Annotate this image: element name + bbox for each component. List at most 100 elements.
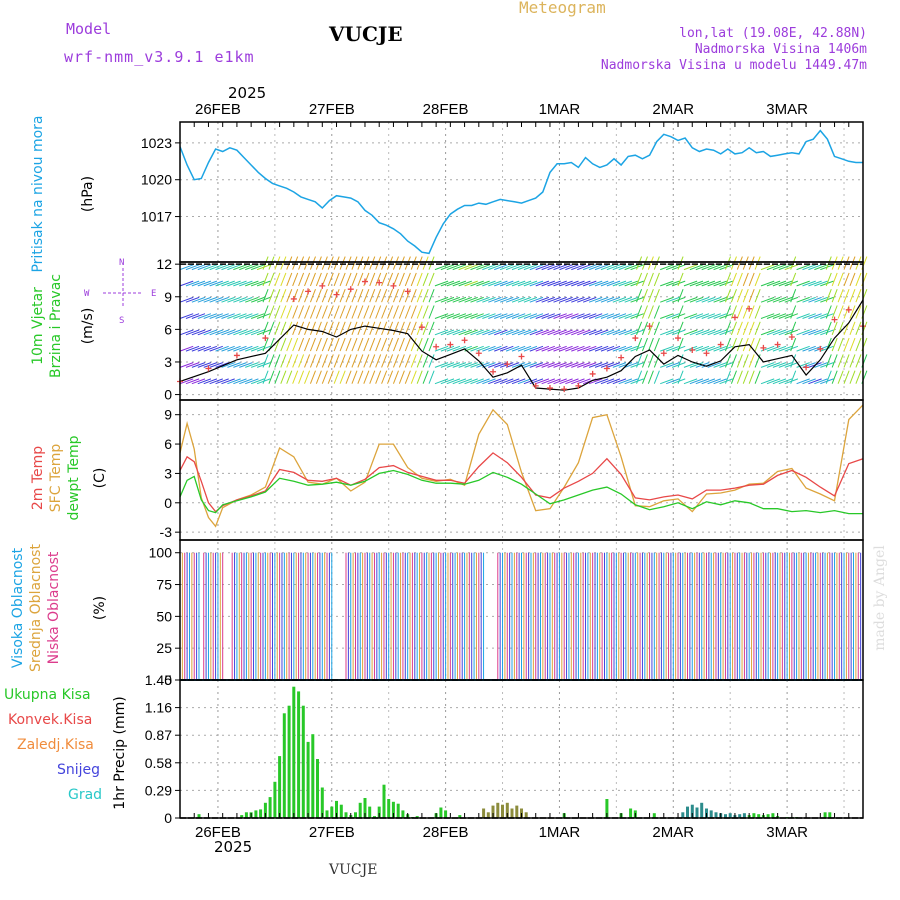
wind-barb [647,337,654,352]
cloud-panel-title-1: Visoka Oblacnost [10,547,26,669]
wind-barb [742,272,749,287]
day-label-top: 1MAR [539,101,581,118]
temp-tick-label: 0 [164,495,172,511]
wind-barb [565,296,579,303]
wind-barb [582,362,597,368]
wind-barb [511,313,526,319]
wind-barb [375,370,382,384]
wind-barb [499,313,514,319]
wind-barb [523,378,538,385]
wind-barb [321,289,328,303]
wind-barb [677,370,684,384]
wind-barb [849,289,856,303]
wind-barb [292,337,299,352]
wind-barb [357,256,364,270]
precip-bar [244,812,248,818]
day-label-top: 27FEB [309,101,355,118]
wind-barb [843,354,850,368]
wind-barb [215,345,229,352]
wind-barb [339,321,346,335]
wind-barb [754,370,761,384]
wind-barb [707,362,721,368]
wind-barb [446,362,461,368]
wind-barb [381,337,388,352]
precip-bar [268,797,272,818]
wind-barb [398,289,405,303]
wind-barb [808,345,822,352]
wind-barb [701,296,716,303]
wind-barb [239,264,253,271]
wind-barb [612,280,627,287]
wind-barb [636,256,643,270]
wind-barb [250,362,265,368]
wind-barb [239,329,253,336]
wind-barb [606,345,621,352]
wind-gust-marker [461,337,468,344]
wind-barb [541,345,555,352]
wind-barb [245,378,259,385]
wind-barb [594,378,609,385]
wind-barb [203,378,218,385]
wind-barb [790,256,797,270]
wind-barb [416,289,423,303]
wind-barb [529,280,544,287]
temp-panel-title-1: 2m Temp [30,445,46,511]
wind-barb [582,280,597,287]
wind-barb [724,337,731,352]
wind-barb [790,354,797,368]
wind-barb [707,313,721,319]
wind-barb [523,264,538,271]
wind-barb [511,296,526,303]
wind-gust-marker [347,286,354,293]
wind-barb [197,313,212,319]
wind-barb [227,296,241,303]
wind-barb [825,354,832,368]
wind-gust-marker [532,382,539,389]
wind-barb [464,264,478,271]
wind-barb [760,280,775,287]
wind-barb [701,313,716,319]
wind-barb [594,345,609,352]
wind-barb [286,354,293,368]
wind-barb [600,264,615,271]
wind-barb [197,329,212,336]
wind-barb [488,378,502,385]
wind-barb [215,264,229,271]
wind-barb [351,272,358,287]
pressure-tick-label: 1020 [141,172,172,188]
precip-bar [301,705,305,818]
wind-barb [245,313,259,319]
wind-barb [476,264,490,271]
wind-gust-marker [589,370,596,377]
wind-barb [594,296,609,303]
wind-gust-marker [305,288,312,295]
wind-barb [434,362,449,368]
wind-barb [778,296,793,303]
wind-gust-marker [361,278,368,285]
wind-barb [808,264,822,271]
wind-barb [624,280,638,287]
wind-barb [315,272,322,287]
wind-barb [683,345,698,352]
wind-barb [713,313,727,319]
wind-barb [250,345,265,352]
wind-barb [191,313,206,319]
wind-barb [215,378,229,385]
precip-bar [282,713,286,818]
wind-barb [802,296,816,303]
wind-gust-marker [803,364,810,371]
wind-barb [292,370,299,384]
wind-barb [565,345,579,352]
wind-barb [624,362,638,368]
wind-barb [339,370,346,384]
wind-barb [410,256,417,270]
wind-barb [766,378,781,385]
wind-barb [209,345,223,352]
wind-barb [363,321,370,335]
wind-barb [233,296,247,303]
wind-barb [843,272,850,287]
wind-barb [191,378,206,385]
wind-barb [618,329,633,336]
wind-barb [262,256,269,270]
wind-barb [565,329,579,336]
